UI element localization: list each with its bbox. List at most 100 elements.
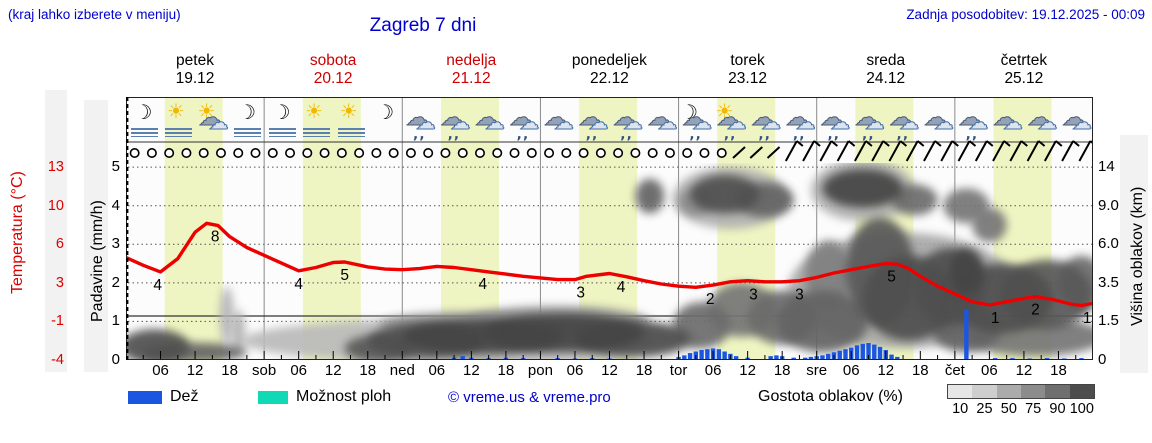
day-name: sreda [866, 52, 906, 69]
x-tick-label: 06 [428, 362, 446, 379]
rain-bar [722, 351, 727, 360]
rain-bar [791, 357, 796, 360]
sun-glyph: ☀ [715, 99, 734, 123]
wind-calm-icon [181, 147, 192, 158]
day-date: 22.12 [590, 70, 629, 87]
cloud-glyph: ☁ [1071, 110, 1092, 135]
x-tick-label: 18 [221, 362, 238, 379]
cloud-glyph: ☁ [474, 105, 498, 132]
drizzle-glyph: ‚‚ [827, 127, 840, 143]
weather-icon-cloud-icon: ☁ ☁ [921, 99, 957, 143]
cloud-glyph: ☁ [623, 110, 644, 135]
sun-glyph: ☀ [197, 99, 216, 123]
day-header: petek 19.12 [126, 52, 264, 88]
x-tick-label: 18 [911, 362, 929, 379]
cloud-glyph: ☁ [923, 105, 947, 132]
cloud-height-tick-label: 0 [1098, 350, 1107, 368]
wind-row [129, 140, 1093, 162]
cloud-height-tick-label: 14 [1098, 158, 1115, 175]
x-tick-label: 06 [704, 362, 722, 379]
temp-point-label: 1 [1083, 310, 1092, 327]
wind-calm-icon [285, 147, 296, 158]
cloud-glyph: ☁ [405, 105, 429, 132]
precip-tick-label: 0 [111, 350, 120, 368]
wind-calm-icon [716, 147, 727, 158]
drizzle-glyph: ‚‚ [412, 127, 426, 143]
wind-slant-icon [732, 146, 746, 159]
weather-icon-cloud-icon: ☁ ☁ [472, 99, 508, 143]
fog-glyph [234, 128, 262, 137]
weather-icon-row: ☽ ☀ ☀ ☁ ☁ ☽ ☽ ☀ ☀ ☽ ☁ ☁ ‚‚ ☁ ☁ ‚‚ ☁ ☁ ☁ ☁ ‚‚ ☁ ☁ ☁ ☁ ‚‚ ☁ ☁ ‚‚ ☁ ☁ ☽ ☁ ☁ ‚… [126, 99, 1093, 143]
rain-bar [895, 356, 900, 360]
weather-icon-cloud-icon: ☁ ☁ [1024, 99, 1060, 143]
wind-calm-icon [371, 147, 382, 158]
wind-calm-icon [664, 147, 675, 158]
density-tick-label: 50 [1000, 401, 1017, 417]
cloud-glyph: ☁ [716, 105, 740, 132]
weather-icon-sun-fog-icon: ☀ [299, 99, 335, 143]
density-tick-label: 75 [1025, 401, 1042, 417]
density-gradient-segment [1069, 385, 1094, 398]
rain-bar [699, 349, 704, 360]
x-tick-label: 18 [773, 362, 791, 379]
cloud-glyph: ☁ [864, 110, 885, 135]
rain-bar [964, 309, 969, 360]
rain-legend-swatch [128, 391, 162, 404]
density-tick-label: 100 [1069, 401, 1094, 417]
x-tick-label: 06 [981, 362, 998, 379]
x-tick-label: 06 [152, 362, 169, 379]
moon-glyph: ☽ [238, 100, 257, 124]
x-tick-label: 12 [739, 362, 756, 379]
x-tick-label: 06 [290, 362, 308, 379]
weather-icon-sun-cloud-rain-icon: ☀ ☁ ☁ ‚‚ [714, 99, 750, 143]
temp-point-label: 5 [887, 269, 896, 286]
weather-icon-cloud-icon: ☁ ☁ [1059, 99, 1095, 143]
moon-glyph: ☽ [680, 100, 698, 124]
wind-calm-icon [164, 147, 175, 158]
wind-calm-icon [250, 147, 261, 158]
cloud-glyph: ☁ [415, 110, 436, 135]
rain-bar [889, 354, 894, 360]
day-date: 19.12 [175, 70, 215, 87]
wind-calm-icon [146, 147, 157, 158]
rain-bar [716, 349, 722, 360]
fog-glyph [337, 128, 365, 137]
copyright-link[interactable]: © vreme.us & vreme.pro [448, 389, 611, 406]
rain-bar [854, 345, 860, 360]
wind-calm-icon [474, 147, 485, 158]
rain-legend-label: Dež [170, 388, 199, 405]
rain-bar [768, 356, 773, 360]
cloud-glyph: ☁ [657, 110, 678, 135]
precip-axis-label: Padavine (mm/h) [89, 200, 106, 322]
wind-barb-icon [802, 140, 815, 162]
x-tick-label: čet [944, 362, 965, 379]
cloud-glyph: ☁ [820, 105, 844, 132]
day-header: ponedeljek 22.12 [540, 52, 678, 88]
temperature-axis-label: Temperatura (°C) [9, 171, 26, 294]
drizzle-glyph: ‚‚ [792, 127, 806, 143]
wind-calm-icon [492, 147, 503, 158]
wind-calm-icon [561, 147, 572, 158]
temp-tick-label: 6 [55, 236, 64, 253]
precip-axis-strip [84, 100, 108, 372]
temp-point-label: 2 [1031, 302, 1040, 319]
cloud-height-tick-label: 1.5 [1098, 312, 1119, 330]
x-tick-label: 12 [877, 362, 895, 379]
precip-tick-label: 4 [111, 196, 120, 214]
wind-calm-icon [595, 147, 606, 158]
weather-icon-sun-fog-icon: ☀ [334, 99, 370, 143]
day-name: torek [730, 52, 765, 69]
moon-glyph: ☽ [134, 100, 153, 124]
drizzle-glyph: ‚‚ [620, 127, 633, 143]
day-date: 21.12 [451, 70, 491, 87]
wind-calm-icon [388, 147, 399, 158]
cloud-glyph: ☁ [553, 110, 574, 135]
density-gradient-segment [948, 385, 973, 398]
temp-point-label: 4 [479, 276, 488, 293]
precip-tick-label: 2 [111, 273, 120, 291]
drizzle-glyph: ‚‚ [516, 127, 530, 143]
wind-calm-icon [630, 147, 641, 158]
wind-calm-icon [267, 147, 278, 158]
wind-calm-icon [457, 147, 468, 158]
